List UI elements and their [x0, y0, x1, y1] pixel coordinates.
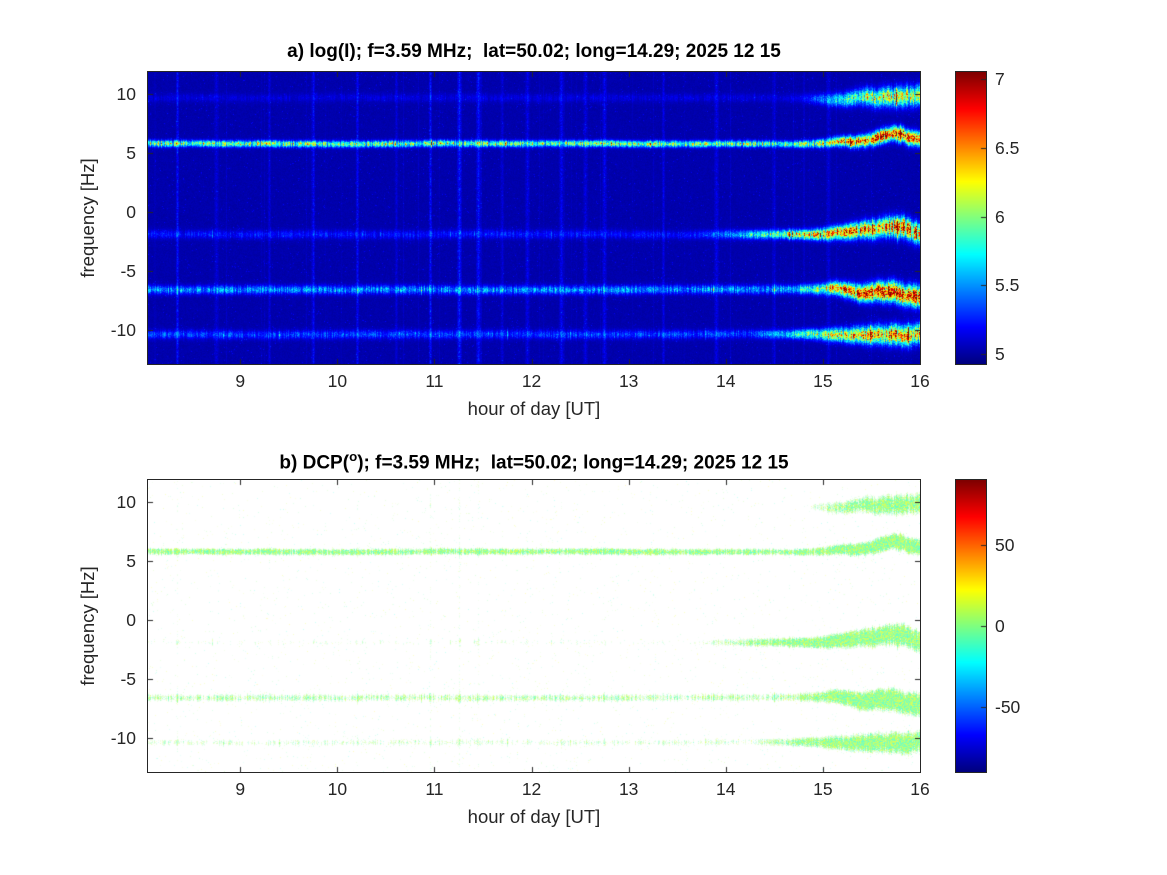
x-tick-label: 13: [618, 779, 639, 799]
x-tick-label: 15: [813, 371, 833, 391]
x-tick-label: 14: [716, 779, 736, 799]
x-tick-label: 10: [327, 371, 348, 391]
x-tick-label: 16: [910, 371, 930, 391]
colorbar-tick-label: 0: [995, 616, 1005, 636]
colorbar-tick-label: 6: [995, 206, 1005, 227]
x-tick-label: 13: [618, 371, 639, 391]
panel-a-heatmap: [147, 71, 921, 365]
panel-b-colorbar: [955, 479, 987, 773]
x-tick-label: 12: [521, 779, 542, 799]
panel-a-colorbar: [955, 71, 987, 365]
panel-a-xlabel: hour of day [UT]: [467, 398, 601, 419]
colorbar-tick-label: 6.5: [995, 137, 1020, 158]
colorbar-tick-label: 5.5: [995, 275, 1020, 296]
panel-b-title: b) DCP(o); f=3.59 MHz; lat=50.02; long=1…: [148, 449, 920, 474]
y-tick-label: 0: [126, 202, 136, 223]
colorbar-tick-label: -50: [995, 697, 1021, 718]
x-tick-label: 9: [235, 779, 246, 799]
panel-b-title-suffix: ); f=3.59 MHz; lat=50.02; long=14.29; 20…: [357, 452, 789, 474]
y-tick-label: -5: [120, 260, 136, 281]
y-tick-label: -5: [120, 668, 136, 689]
colorbar-tick-label: 50: [995, 534, 1015, 555]
x-tick-label: 9: [235, 371, 246, 391]
y-tick-label: 5: [126, 143, 136, 164]
x-tick-label: 10: [327, 779, 348, 799]
x-tick-label: 11: [425, 371, 444, 391]
colorbar-tick-label: 7: [995, 68, 1005, 89]
y-tick-label: 5: [126, 551, 136, 572]
panel-b-title-sup: o: [349, 449, 358, 464]
panel-a-title: a) log(I); f=3.59 MHz; lat=50.02; long=1…: [287, 41, 781, 62]
panel-b-heatmap: [147, 479, 921, 773]
y-tick-label: -10: [110, 319, 136, 340]
x-tick-label: 14: [716, 371, 736, 391]
panel-b-title-prefix: b) DCP(: [279, 452, 350, 474]
x-tick-label: 12: [521, 371, 542, 391]
y-tick-label: -10: [110, 727, 136, 748]
y-tick-label: 0: [126, 610, 136, 631]
x-tick-label: 15: [813, 779, 833, 799]
x-tick-label: 16: [910, 779, 930, 799]
x-tick-label: 11: [425, 779, 444, 799]
colorbar-tick-label: 5: [995, 344, 1005, 365]
y-tick-label: 10: [116, 84, 136, 105]
panel-b-xlabel: hour of day [UT]: [467, 806, 601, 827]
y-tick-label: 10: [116, 492, 136, 513]
